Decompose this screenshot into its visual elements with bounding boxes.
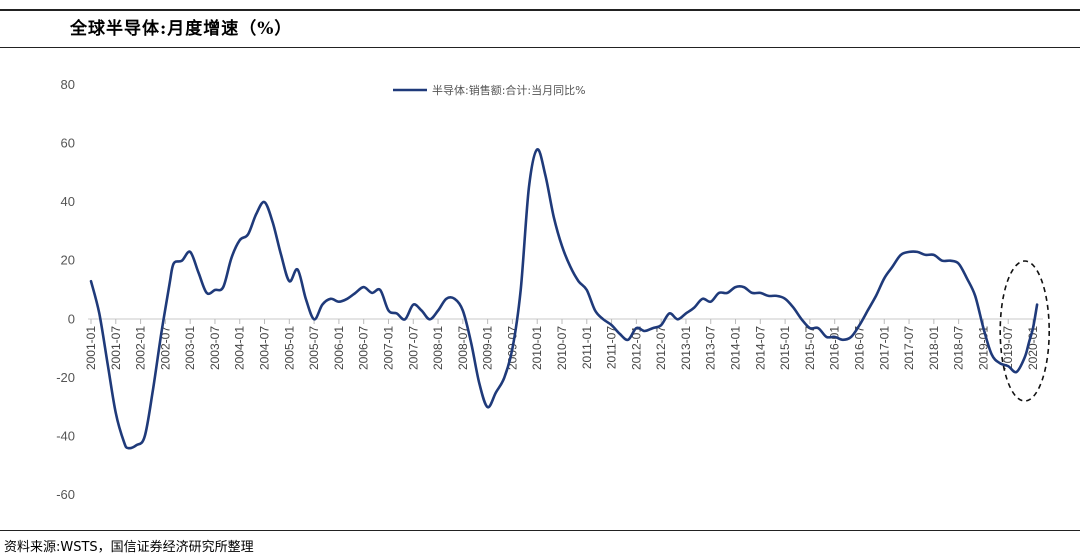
source-note: 资料来源:WSTS，国信证券经济研究所整理 xyxy=(4,540,254,555)
x-tick-label: 2015-07 xyxy=(803,326,817,370)
x-tick-label: 2008-01 xyxy=(431,326,445,370)
x-tick-label: 2016-01 xyxy=(828,326,842,370)
y-tick-label: 40 xyxy=(61,194,75,209)
x-tick-label: 2006-01 xyxy=(332,326,346,370)
y-tick-label: 20 xyxy=(61,253,75,268)
y-tick-label: 60 xyxy=(61,136,75,151)
x-tick-label: 2009-01 xyxy=(481,326,495,370)
x-tick-label: 2005-01 xyxy=(282,326,296,370)
x-tick-label: 2013-01 xyxy=(679,326,693,370)
x-tick-label: 2001-01 xyxy=(84,326,98,370)
x-tick-label: 2012-01 xyxy=(629,326,643,370)
x-tick-label: 2007-07 xyxy=(406,326,420,370)
y-tick-label: -60 xyxy=(56,487,75,502)
x-tick-label: 2007-01 xyxy=(381,326,395,370)
y-tick-label: -40 xyxy=(56,428,75,443)
x-tick-label: 2004-01 xyxy=(233,326,247,370)
y-axis: 80 60 40 20 0 -20 -40 -60 xyxy=(56,77,75,502)
x-tick-label: 2012-07 xyxy=(654,326,668,370)
title-underline xyxy=(0,47,1080,48)
series-line xyxy=(89,148,1039,450)
x-tick-label: 2010-07 xyxy=(555,326,569,370)
y-tick-label: 0 xyxy=(68,311,75,326)
x-tick-label: 2017-07 xyxy=(902,326,916,370)
x-tick-label: 2004-07 xyxy=(258,326,272,370)
page-title: 全球半导体:月度增速（%） xyxy=(70,19,293,39)
top-border xyxy=(0,9,1080,11)
x-tick-label: 2003-07 xyxy=(208,326,222,370)
highlight-ellipse xyxy=(999,260,1050,402)
x-tick-label: 2010-01 xyxy=(530,326,544,370)
y-tick-label: -20 xyxy=(56,370,75,385)
x-tick-label: 2014-01 xyxy=(729,326,743,370)
x-tick-label: 2016-07 xyxy=(852,326,866,370)
x-tick-label: 2015-01 xyxy=(778,326,792,370)
legend-label: 半导体:销售额:合计:当月同比% xyxy=(432,83,586,97)
y-tick-label: 80 xyxy=(61,77,75,92)
x-tick-label: 2006-07 xyxy=(357,326,371,370)
x-tick-label: 2002-01 xyxy=(134,326,148,370)
bottom-border xyxy=(0,530,1080,531)
x-tick-label: 2019-07 xyxy=(1001,326,1015,370)
x-tick-label: 2005-07 xyxy=(307,326,321,370)
x-tick-label: 2008-07 xyxy=(456,326,470,370)
legend: 半导体:销售额:合计:当月同比% xyxy=(393,83,586,97)
x-axis: 2001-01 2001-07 2002-01 2002-07 2003-01 2003-… xyxy=(84,319,1040,370)
x-tick-label: 2014-07 xyxy=(753,326,767,370)
x-tick-label: 2011-07 xyxy=(605,326,619,369)
x-tick-label: 2017-01 xyxy=(877,326,891,370)
x-tick-label: 2001-07 xyxy=(109,326,123,370)
x-tick-label: 2018-01 xyxy=(927,326,941,370)
x-tick-label: 2018-07 xyxy=(952,326,966,370)
x-tick-label: 2013-07 xyxy=(704,326,718,370)
x-tick-label: 2003-01 xyxy=(183,326,197,370)
x-tick-label: 2011-01 xyxy=(580,326,594,369)
